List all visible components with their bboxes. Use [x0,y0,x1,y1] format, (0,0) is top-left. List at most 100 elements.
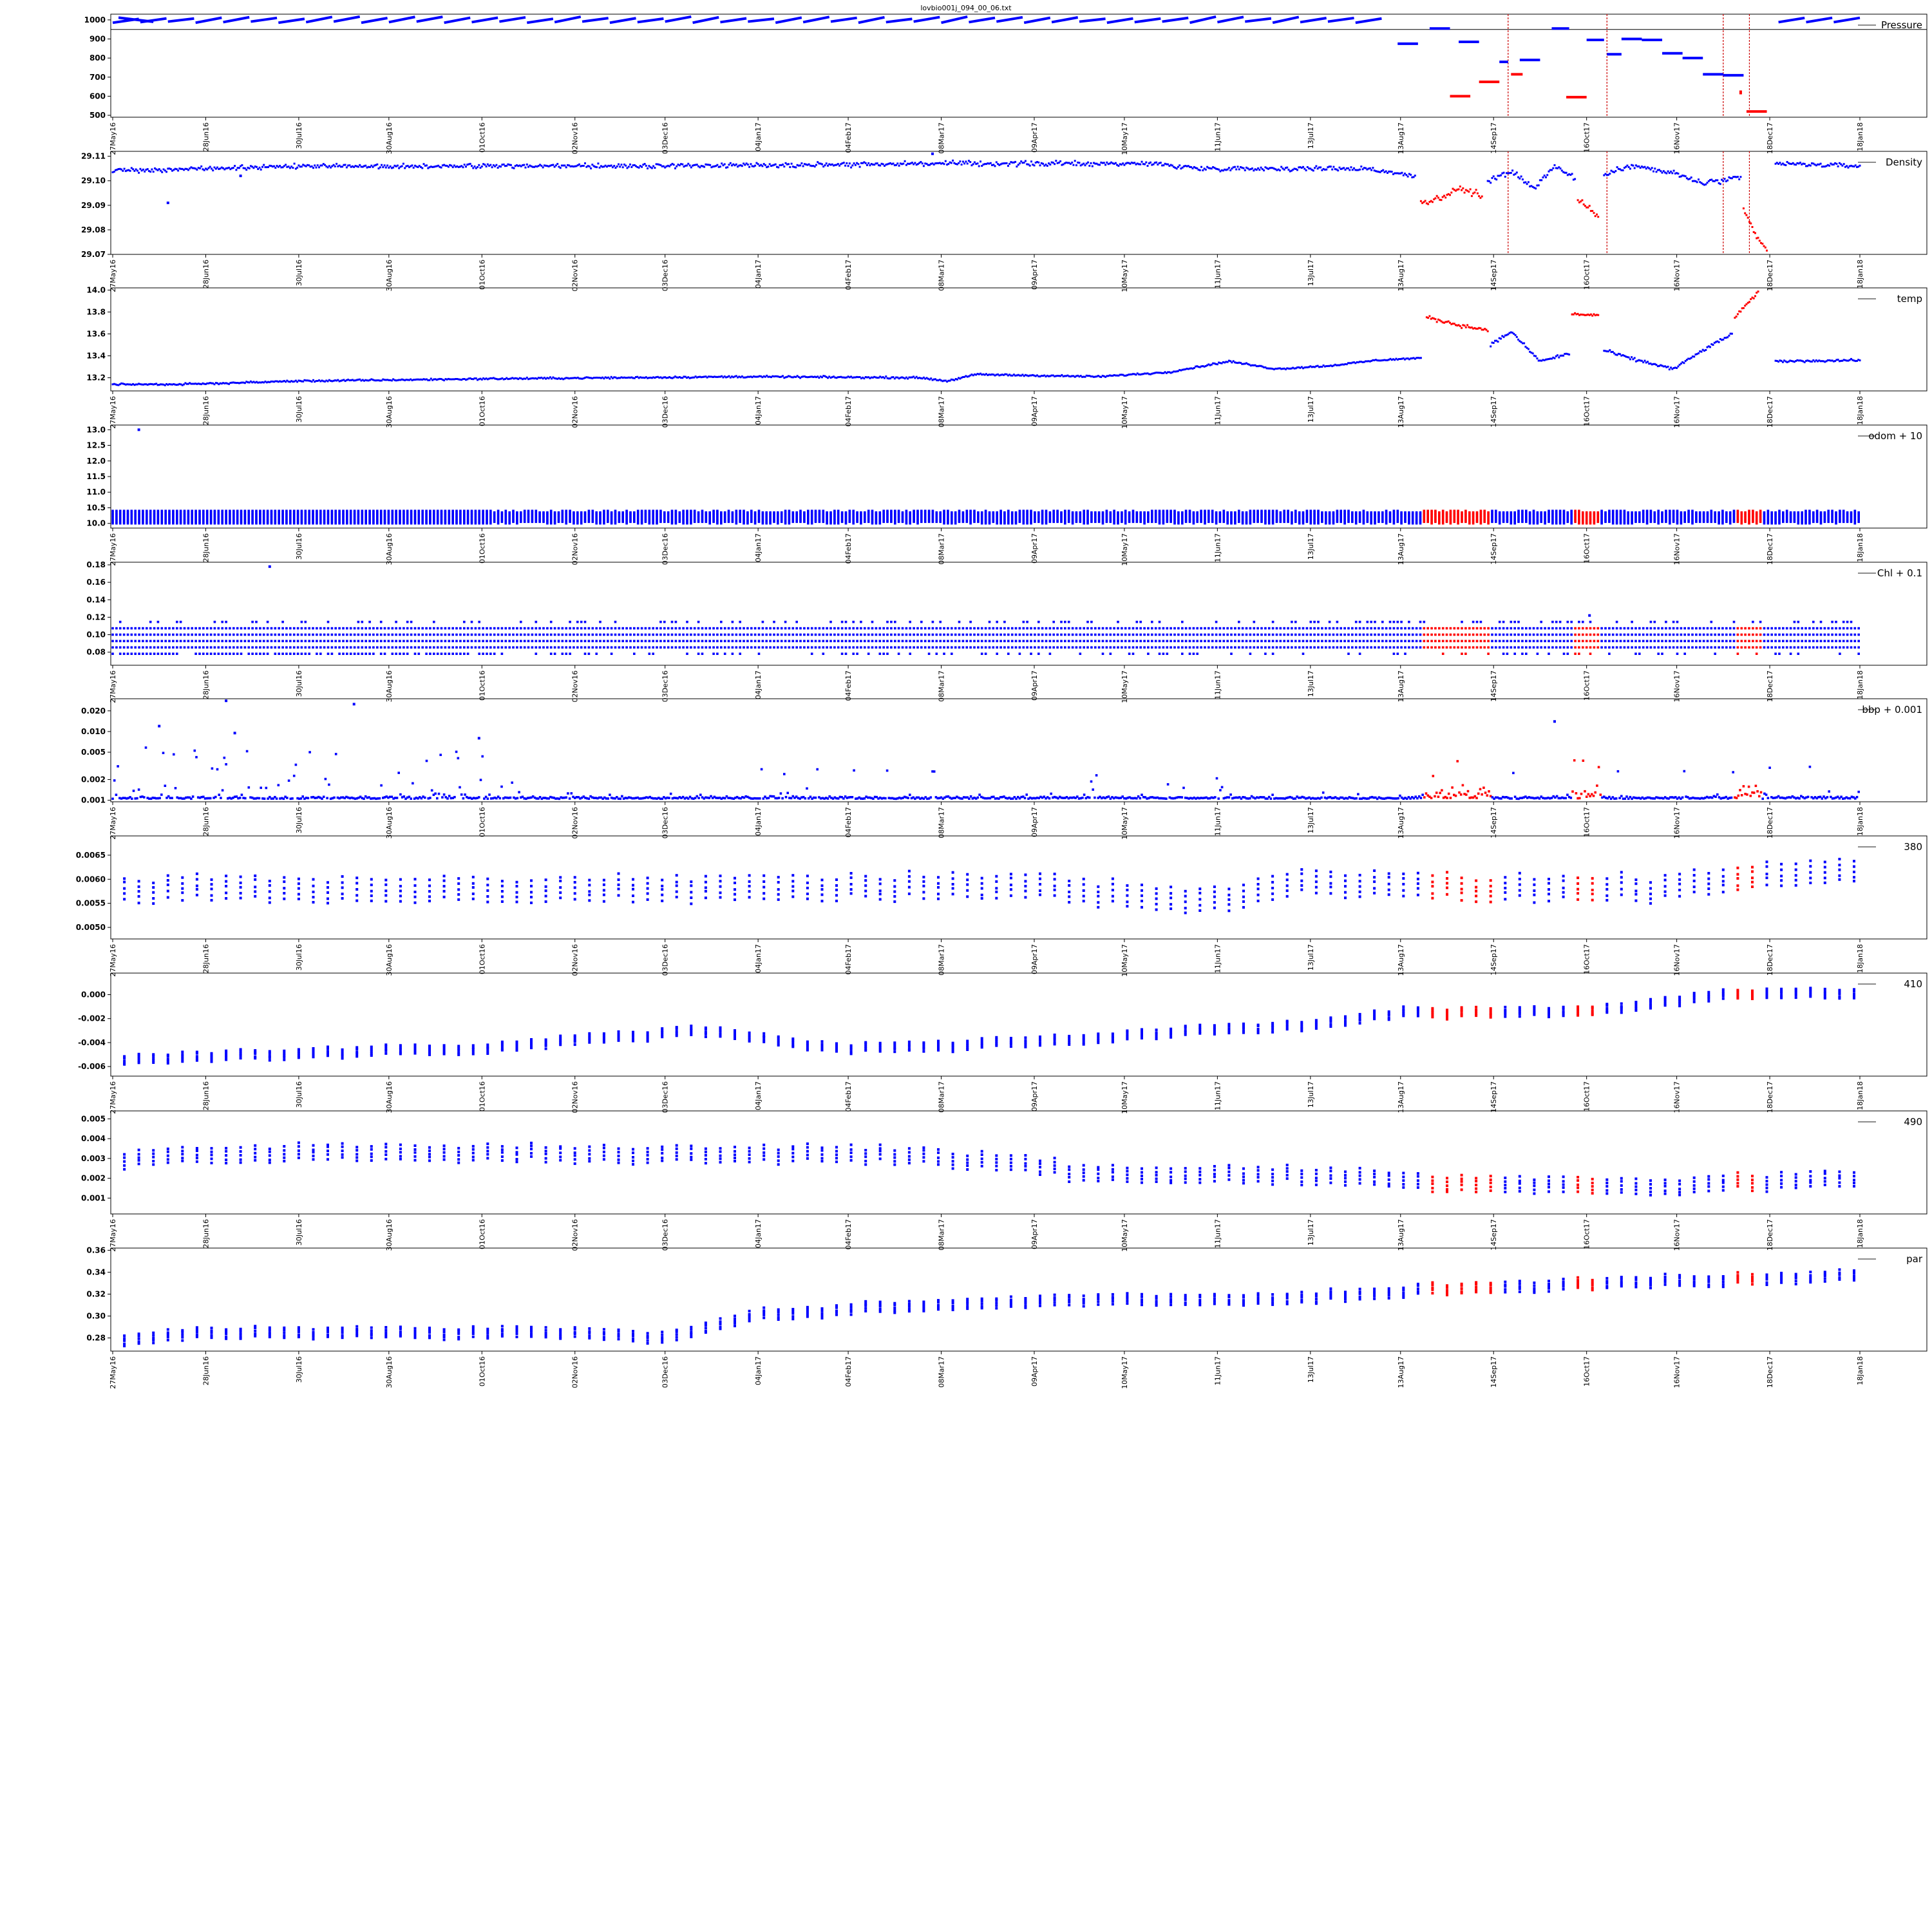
data-point [183,383,185,386]
data-point [126,509,129,513]
data-point [493,520,496,524]
data-point [1028,164,1031,167]
data-point [777,513,779,515]
data-point [211,167,213,170]
data-point [795,511,798,514]
data-point [229,509,231,513]
y-tick-label: 29.08 [81,225,106,234]
data-point [338,513,341,515]
data-point [1584,314,1586,316]
data-point [194,509,197,513]
data-point [142,509,144,513]
data-point [1433,317,1435,320]
data-point [172,520,175,524]
data-point [1363,361,1365,363]
data-point [488,164,491,167]
data-point [1060,517,1063,520]
data-point [595,511,598,514]
data-point [770,165,772,167]
data-point [1763,245,1765,247]
data-point [361,166,364,168]
data-point [913,511,915,514]
data-point [1315,365,1318,368]
data-point [1202,169,1204,171]
data-point [1132,162,1134,164]
data-point [365,519,367,522]
data-point [1278,169,1281,172]
data-point [1041,520,1044,524]
data-point [379,513,383,515]
data-point [202,522,205,525]
data-point [465,379,467,381]
data-point [402,162,404,165]
data-point [365,517,367,520]
data-point [864,519,866,522]
data-point [217,511,220,514]
data-point [935,511,938,514]
data-point [1117,516,1119,518]
data-point [862,162,864,164]
data-point [777,511,779,514]
data-point [625,519,628,522]
data-point [1071,511,1074,514]
data-point [897,509,900,513]
data-point [583,516,587,518]
data-point [869,377,871,379]
pressure-cycle [195,16,222,24]
data-point [433,519,435,522]
data-point [614,376,617,379]
data-point [1055,160,1057,162]
data-point [280,166,283,169]
data-point [557,511,560,514]
data-point [276,165,278,167]
data-point [149,520,152,524]
data-point [357,513,360,515]
data-point [1685,359,1688,361]
data-point [667,164,669,167]
data-point [656,517,658,520]
data-point [1738,178,1741,180]
data-point [308,164,310,167]
data-point [126,514,129,517]
data-point [1747,216,1749,219]
data-point [146,520,148,524]
data-point [779,376,781,378]
data-point [807,514,810,517]
data-point [1198,169,1201,171]
data-point [130,509,133,513]
data-point [705,520,708,524]
data-point [1383,171,1386,173]
data-point [128,383,130,386]
data-point [271,166,274,168]
data-point [217,519,220,522]
y-tick-label: 14.0 [86,285,106,294]
data-point [372,511,375,514]
data-point [1003,511,1006,514]
data-point [522,378,524,381]
data-point [969,161,972,164]
data-point [1809,360,1812,363]
data-point [1094,516,1097,518]
data-point [1325,168,1328,171]
data-point [943,522,945,525]
x-tick-label: 16Nov17 [1673,396,1681,428]
data-point [433,166,435,168]
data-point [780,511,783,514]
data-point [1061,374,1063,376]
data-point [599,520,601,524]
data-point [761,517,764,520]
data-point [242,167,245,169]
data-point [1456,189,1459,191]
data-point [1350,166,1352,169]
data-point [913,519,915,522]
data-point [996,511,998,514]
data-point [965,517,969,520]
data-point [262,522,265,525]
data-point [1502,336,1505,338]
data-point [732,376,735,379]
data-point [523,514,526,517]
data-point [267,381,269,383]
data-point [474,513,477,515]
data-point [500,513,504,515]
data-point [535,520,538,524]
